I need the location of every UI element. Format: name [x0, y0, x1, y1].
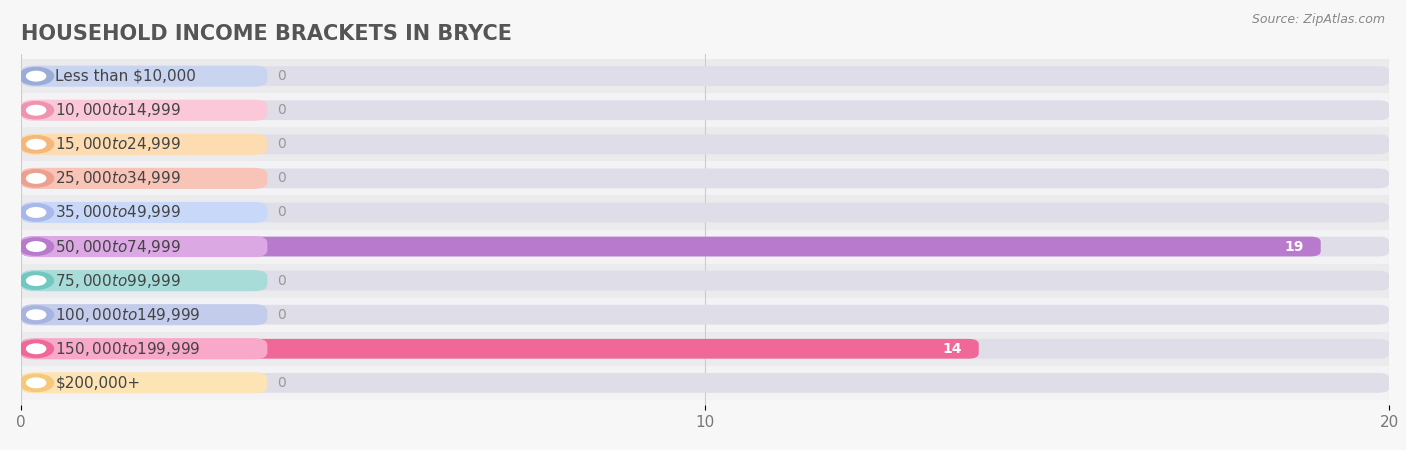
Text: Source: ZipAtlas.com: Source: ZipAtlas.com [1251, 14, 1385, 27]
Circle shape [18, 374, 53, 392]
FancyBboxPatch shape [21, 339, 1389, 359]
Text: $15,000 to $24,999: $15,000 to $24,999 [55, 135, 181, 153]
Text: $75,000 to $99,999: $75,000 to $99,999 [55, 272, 181, 290]
Text: 0: 0 [277, 103, 287, 117]
Circle shape [27, 310, 46, 319]
Circle shape [27, 378, 46, 387]
Circle shape [18, 135, 53, 153]
Circle shape [18, 102, 53, 119]
FancyBboxPatch shape [21, 305, 1389, 324]
Circle shape [18, 204, 53, 221]
Bar [21, 59, 1389, 93]
Text: 19: 19 [1284, 239, 1303, 253]
Text: Less than $10,000: Less than $10,000 [55, 69, 197, 84]
Text: 14: 14 [942, 342, 962, 356]
Circle shape [27, 72, 46, 81]
Circle shape [27, 344, 46, 354]
Text: 0: 0 [277, 308, 287, 322]
Text: 0: 0 [277, 206, 287, 220]
Circle shape [18, 306, 53, 324]
Bar [21, 230, 1389, 264]
Circle shape [18, 68, 53, 85]
Circle shape [18, 170, 53, 187]
Text: 0: 0 [277, 69, 287, 83]
FancyBboxPatch shape [21, 338, 267, 360]
Circle shape [27, 242, 46, 251]
Bar [21, 127, 1389, 162]
Bar [21, 93, 1389, 127]
Text: 0: 0 [277, 171, 287, 185]
FancyBboxPatch shape [21, 202, 1389, 222]
Text: $25,000 to $34,999: $25,000 to $34,999 [55, 169, 181, 187]
Bar [21, 162, 1389, 195]
FancyBboxPatch shape [21, 304, 267, 325]
FancyBboxPatch shape [21, 237, 1389, 256]
FancyBboxPatch shape [21, 168, 1389, 188]
FancyBboxPatch shape [21, 135, 1389, 154]
Text: HOUSEHOLD INCOME BRACKETS IN BRYCE: HOUSEHOLD INCOME BRACKETS IN BRYCE [21, 24, 512, 44]
FancyBboxPatch shape [21, 373, 1389, 393]
FancyBboxPatch shape [21, 202, 267, 223]
Bar [21, 264, 1389, 297]
FancyBboxPatch shape [21, 66, 1389, 86]
FancyBboxPatch shape [21, 237, 1320, 256]
Circle shape [27, 208, 46, 217]
Text: $100,000 to $149,999: $100,000 to $149,999 [55, 306, 201, 324]
FancyBboxPatch shape [21, 271, 1389, 291]
FancyBboxPatch shape [21, 236, 267, 257]
Bar [21, 297, 1389, 332]
Text: $200,000+: $200,000+ [55, 375, 141, 390]
FancyBboxPatch shape [21, 270, 267, 291]
FancyBboxPatch shape [21, 134, 267, 155]
Circle shape [27, 105, 46, 115]
Text: $150,000 to $199,999: $150,000 to $199,999 [55, 340, 201, 358]
Text: $35,000 to $49,999: $35,000 to $49,999 [55, 203, 181, 221]
Circle shape [18, 272, 53, 289]
Circle shape [18, 340, 53, 357]
Circle shape [27, 276, 46, 285]
Text: $10,000 to $14,999: $10,000 to $14,999 [55, 101, 181, 119]
FancyBboxPatch shape [21, 99, 267, 121]
FancyBboxPatch shape [21, 100, 1389, 120]
FancyBboxPatch shape [21, 66, 267, 87]
Text: 0: 0 [277, 376, 287, 390]
Text: $50,000 to $74,999: $50,000 to $74,999 [55, 238, 181, 256]
Circle shape [18, 238, 53, 255]
Circle shape [27, 140, 46, 149]
FancyBboxPatch shape [21, 168, 267, 189]
Bar [21, 332, 1389, 366]
Bar [21, 366, 1389, 400]
FancyBboxPatch shape [21, 339, 979, 359]
Text: 0: 0 [277, 274, 287, 288]
Bar [21, 195, 1389, 230]
Circle shape [27, 174, 46, 183]
FancyBboxPatch shape [21, 372, 267, 393]
Text: 0: 0 [277, 137, 287, 151]
